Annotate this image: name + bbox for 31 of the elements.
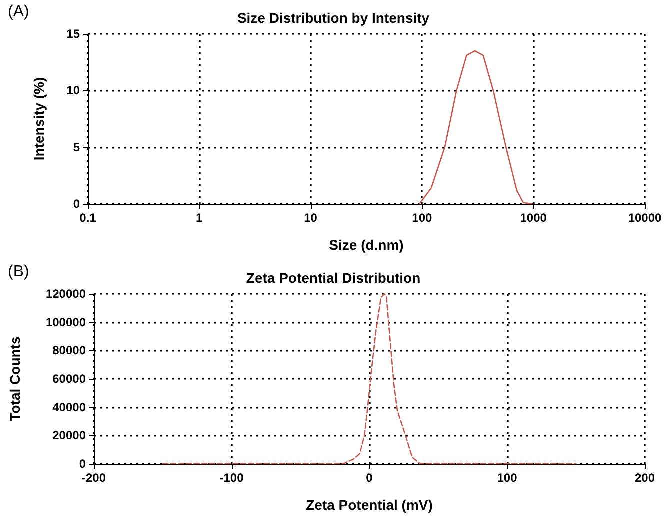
line-series: [162, 293, 577, 465]
x-axis-title: Zeta Potential (mV): [306, 497, 433, 513]
y-tick-label: 40000: [52, 400, 86, 414]
y-axis-title: Total Counts: [7, 336, 23, 422]
y-axis-title: Intensity (%): [31, 77, 47, 161]
chart-title: Size Distribution by Intensity: [237, 10, 430, 26]
x-tick-label: 100: [412, 211, 433, 225]
y-tick-label: 10: [66, 84, 80, 98]
chart-title: Zeta Potential Distribution: [246, 270, 421, 286]
y-tick-label: 5: [73, 140, 80, 154]
x-tick-label: 1000: [520, 211, 548, 225]
y-tick-label: 20000: [52, 428, 86, 443]
y-tick-label: 80000: [52, 344, 86, 358]
x-tick-label: -100: [220, 471, 244, 485]
text: (A): [8, 4, 30, 20]
x-axis-title: Size (d.nm): [329, 237, 404, 253]
y-tick-label: 0: [73, 197, 80, 211]
x-tick-label: 0.1: [80, 211, 97, 225]
x-tick-label: 10: [304, 211, 318, 225]
text: (B): [8, 264, 30, 280]
x-tick-label: 1: [196, 211, 204, 225]
y-tick-label: 120000: [46, 287, 86, 301]
y-tick-label: 0: [79, 457, 86, 471]
x-tick-label: 10000: [628, 211, 662, 225]
x-tick-label: -200: [82, 471, 106, 485]
y-tick-label: 15: [66, 27, 80, 41]
x-tick-label: 200: [634, 471, 656, 485]
y-tick-label: 100000: [46, 315, 86, 330]
x-tick-label: 0: [366, 471, 374, 485]
x-tick-label: 100: [497, 471, 518, 485]
y-tick-label: 60000: [52, 372, 86, 386]
